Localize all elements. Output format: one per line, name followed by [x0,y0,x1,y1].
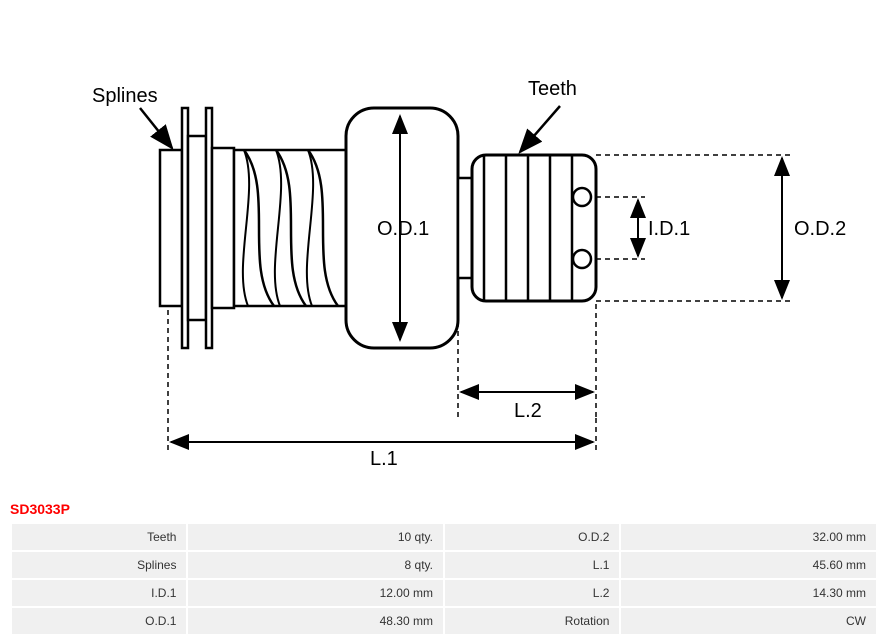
product-code: SD3033P [10,501,70,517]
spec-label: I.D.1 [12,580,186,606]
spec-label: Splines [12,552,186,578]
table-row: O.D.1 48.30 mm Rotation CW [12,608,876,634]
spec-label: Teeth [12,524,186,550]
label-l2: L.2 [514,400,542,423]
label-splines: Splines [92,85,158,108]
diagram-svg [0,0,889,490]
spec-label: L.1 [445,552,619,578]
spec-label: O.D.2 [445,524,619,550]
spec-label: L.2 [445,580,619,606]
label-od2: O.D.2 [794,218,846,241]
spec-value: CW [621,608,876,634]
spec-value: 32.00 mm [621,524,876,550]
spec-label: Rotation [445,608,619,634]
spec-value: 14.30 mm [621,580,876,606]
table-row: Teeth 10 qty. O.D.2 32.00 mm [12,524,876,550]
label-l1: L.1 [370,448,398,471]
spec-value: 45.60 mm [621,552,876,578]
spec-value: 48.30 mm [188,608,443,634]
spec-label: O.D.1 [12,608,186,634]
spec-value: 8 qty. [188,552,443,578]
table-row: I.D.1 12.00 mm L.2 14.30 mm [12,580,876,606]
technical-diagram: Splines Teeth O.D.1 I.D.1 O.D.2 L.2 L.1 [0,0,889,490]
label-teeth: Teeth [528,78,577,101]
label-id1: I.D.1 [648,218,690,241]
spec-value: 10 qty. [188,524,443,550]
spec-table: Teeth 10 qty. O.D.2 32.00 mm Splines 8 q… [10,522,878,636]
label-od1: O.D.1 [377,218,429,241]
table-row: Splines 8 qty. L.1 45.60 mm [12,552,876,578]
spec-value: 12.00 mm [188,580,443,606]
